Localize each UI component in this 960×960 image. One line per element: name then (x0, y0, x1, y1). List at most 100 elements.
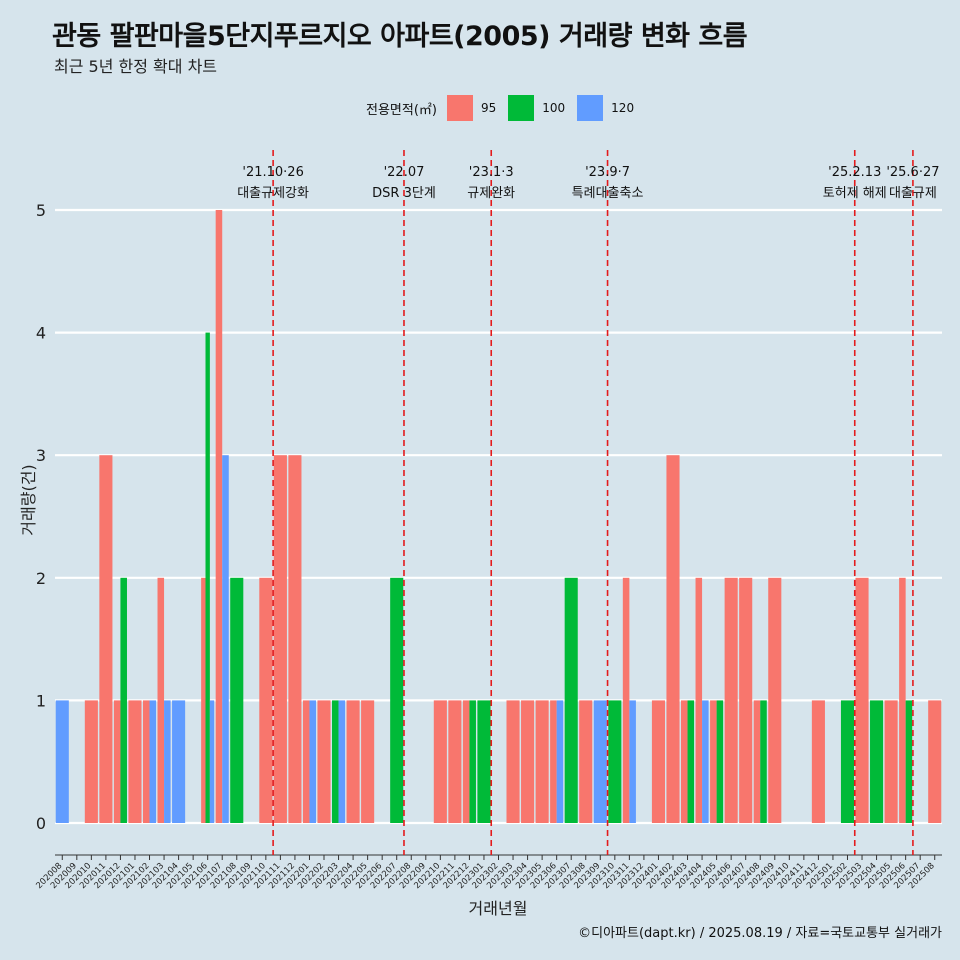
y-tick-label: 4 (36, 324, 46, 343)
bar-95-202205 (361, 700, 375, 823)
bar-95-202101 (128, 700, 142, 823)
bar-95-202210 (433, 700, 447, 823)
bar-100-202502 (840, 700, 855, 823)
bar-95-202308 (579, 700, 593, 823)
chart-title: 관동 팔판마을5단지푸르지오 아파트(2005) 거래량 변화 흐름 (52, 21, 748, 52)
bar-95-202303 (506, 700, 520, 823)
event-label: 규제완화 (467, 186, 515, 201)
bar-95-202212 (462, 700, 470, 823)
bar-95-202103 (157, 577, 165, 823)
bar-95-202110 (259, 577, 273, 823)
bar-120-202106 (209, 700, 215, 823)
event-date: '22.07 (384, 165, 425, 180)
chart-caption: ©디아파트(dapt.kr) / 2025.08.19 / 자료=국토교통부 실… (578, 926, 942, 941)
bar-95-202311 (622, 577, 630, 823)
y-axis-title: 거래량(건) (19, 464, 38, 535)
event-label: 대출규제 (889, 186, 937, 201)
bar-100-202301 (477, 700, 491, 823)
bar-120-202107 (222, 455, 229, 823)
bar-100-202310 (608, 700, 622, 823)
bar-120-202404 (702, 700, 709, 823)
event-date: '23.1·3 (469, 165, 514, 180)
bar-95-202011 (99, 455, 113, 823)
bar-100-202012 (120, 577, 127, 823)
bar-95-202407 (739, 577, 753, 823)
event-label: DSR 3단계 (372, 186, 436, 201)
bar-95-202010 (84, 700, 98, 823)
event-date: '21.10·26 (242, 165, 303, 180)
legend-swatch-120 (577, 95, 604, 121)
bar-100-202405 (716, 700, 724, 823)
bar-120-202103 (164, 700, 171, 823)
legend: 전용면적(㎡) 95 100 120 (366, 94, 640, 122)
event-label: 특례대출축소 (572, 186, 644, 201)
bar-95-202201 (302, 700, 310, 823)
bar-95-202505 (884, 700, 898, 823)
y-tick-label: 0 (36, 814, 46, 833)
bar-100-202207 (390, 577, 404, 823)
bar-95-202306 (550, 700, 557, 823)
chart-subtitle: 최근 5년 한정 확대 차트 (54, 57, 218, 76)
event-date: '25.6·27 (886, 165, 939, 180)
legend-swatch-100 (508, 95, 535, 121)
bar-95-202409 (768, 577, 782, 823)
bar-95-202412 (811, 700, 825, 823)
event-label: 토허제 해제 (823, 186, 887, 201)
bar-120-202104 (172, 700, 186, 823)
bar-120-202309 (593, 700, 607, 823)
legend-swatch-95 (446, 95, 473, 121)
bar-95-202404 (695, 577, 703, 823)
bar-95-202202 (317, 700, 331, 823)
legend-label-100: 100 (542, 101, 566, 115)
legend-item-100: 100 (508, 95, 565, 121)
bar-95-202107 (215, 210, 223, 823)
bar-100-202307 (564, 577, 578, 823)
event-label: 대출규제강화 (237, 186, 309, 201)
y-tick-label: 5 (36, 201, 46, 220)
bar-95-202106 (201, 577, 206, 823)
bar-95-202406 (724, 577, 738, 823)
legend-item-120: 120 (577, 95, 634, 121)
y-tick-label: 2 (36, 569, 46, 588)
legend-title: 전용면적(㎡) (366, 102, 437, 118)
bar-95-202401 (651, 700, 665, 823)
bar-120-202102 (149, 700, 157, 823)
y-tick-label: 1 (36, 691, 46, 710)
bar-95-202204 (346, 700, 360, 823)
legend-label-120: 120 (611, 101, 635, 115)
bar-100-202212 (469, 700, 476, 823)
bar-95-202405 (710, 700, 717, 823)
bar-95-202211 (448, 700, 462, 823)
bar-120-202311 (629, 700, 636, 823)
bar-95-202305 (535, 700, 549, 823)
bar-120-202203 (338, 700, 346, 823)
bar-120-202201 (309, 700, 317, 823)
bar-100-202504 (870, 700, 884, 823)
x-axis-title: 거래년월 (469, 899, 528, 918)
bar-95-202304 (521, 700, 535, 823)
legend-label-95: 95 (480, 101, 497, 115)
bar-95-202402 (666, 455, 680, 823)
bar-100-202506 (905, 700, 913, 823)
bar-95-202012 (113, 700, 121, 823)
bar-120-202306 (556, 700, 564, 823)
legend-item-95: 95 (446, 95, 497, 121)
bar-95-202408 (753, 700, 761, 823)
bar-100-202403 (687, 700, 695, 823)
event-date: '25.2.13 (828, 165, 881, 180)
bar-100-202203 (332, 700, 339, 823)
event-date: '23.9·7 (585, 165, 630, 180)
bar-100-202408 (760, 700, 767, 823)
bar-100-202108 (230, 577, 244, 823)
y-tick-label: 3 (36, 446, 46, 465)
bar-95-202403 (680, 700, 688, 823)
bar-95-202506 (899, 577, 906, 823)
bar-95-202102 (142, 700, 150, 823)
bar-95-202111 (273, 455, 287, 823)
bar-95-202112 (288, 455, 302, 823)
bar-100-202106 (205, 332, 210, 823)
bar-95-202508 (928, 700, 942, 823)
bar-120-202008 (55, 700, 69, 823)
bar-95-202503 (855, 577, 869, 823)
